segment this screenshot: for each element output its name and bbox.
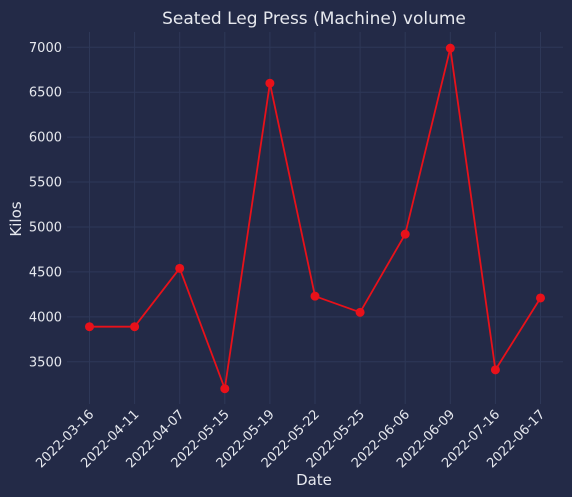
data-points — [85, 43, 545, 394]
data-point — [85, 322, 94, 332]
y-tick-label: 3500 — [29, 355, 62, 370]
y-tick-label: 5000 — [29, 220, 62, 235]
chart-title: Seated Leg Press (Machine) volume — [162, 9, 466, 29]
grid-lines — [67, 32, 563, 404]
data-point — [175, 263, 185, 273]
data-point — [355, 307, 365, 317]
y-tick-label: 7000 — [29, 41, 62, 56]
data-point — [536, 293, 545, 303]
data-point — [130, 322, 140, 332]
data-point — [265, 78, 275, 88]
y-tick-label: 6500 — [29, 86, 62, 101]
x-axis-label: Date — [296, 471, 332, 489]
y-tick-label: 6000 — [29, 131, 62, 146]
y-tick-label: 4000 — [29, 310, 62, 325]
y-axis-label: Kilos — [7, 201, 25, 236]
data-point — [490, 365, 500, 375]
data-point — [445, 43, 455, 53]
y-tick-label: 5500 — [29, 176, 62, 191]
y-tick-label: 4500 — [29, 265, 62, 280]
y-axis-ticks: 3500 4000 4500 5000 5500 6000 6500 7000 — [29, 41, 62, 370]
data-point — [400, 229, 410, 239]
data-point — [310, 291, 320, 301]
data-point — [220, 384, 230, 394]
